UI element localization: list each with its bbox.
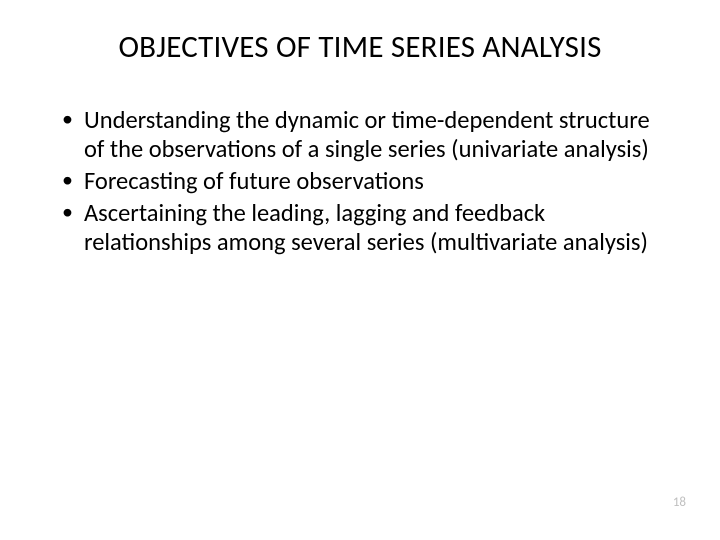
bullet-list: Understanding the dynamic or time-depend… xyxy=(48,106,672,257)
list-item: Understanding the dynamic or time-depend… xyxy=(62,106,672,164)
slide-title: OBJECTIVES OF TIME SERIES ANALYSIS xyxy=(48,28,672,66)
slide: OBJECTIVES OF TIME SERIES ANALYSIS Under… xyxy=(0,0,720,540)
list-item: Forecasting of future observations xyxy=(62,167,672,196)
list-item: Ascertaining the leading, lagging and fe… xyxy=(62,199,672,257)
page-number: 18 xyxy=(673,495,686,510)
